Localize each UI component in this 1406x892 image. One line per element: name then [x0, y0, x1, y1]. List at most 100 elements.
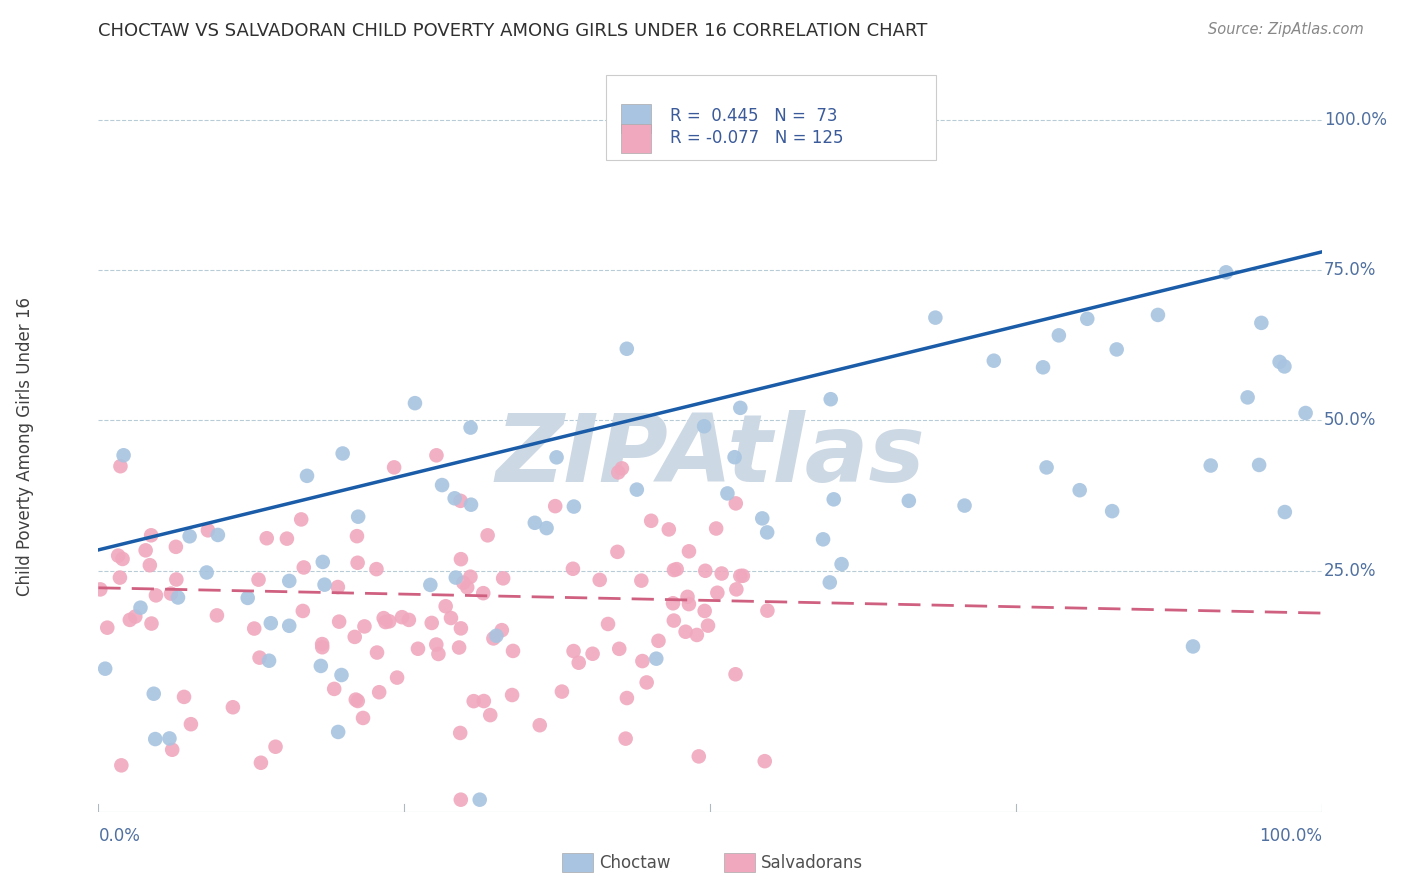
Point	[366, 646, 388, 660]
Point	[332, 446, 354, 460]
Point	[477, 528, 499, 542]
Point	[688, 749, 710, 764]
Point	[236, 591, 259, 605]
Text: R = -0.077   N = 125: R = -0.077 N = 125	[669, 129, 844, 147]
Text: Choctaw: Choctaw	[599, 854, 671, 871]
Point	[1274, 359, 1296, 374]
Point	[96, 621, 118, 635]
Point	[434, 599, 457, 614]
Point	[561, 562, 583, 576]
Point	[165, 540, 187, 554]
Point	[160, 586, 183, 600]
Point	[1101, 504, 1123, 518]
Point	[378, 615, 401, 629]
Point	[385, 671, 408, 685]
Point	[328, 725, 350, 739]
Text: CHOCTAW VS SALVADORAN CHILD POVERTY AMONG GIRLS UNDER 16 CORRELATION CHART: CHOCTAW VS SALVADORAN CHILD POVERTY AMON…	[98, 22, 928, 40]
Point	[658, 523, 681, 537]
Point	[260, 616, 283, 631]
Point	[311, 640, 333, 655]
Point	[492, 571, 515, 585]
Point	[614, 731, 637, 746]
Point	[444, 571, 467, 585]
Point	[404, 396, 426, 410]
Point	[460, 420, 482, 434]
Point	[346, 556, 368, 570]
Point	[278, 574, 301, 588]
Point	[831, 557, 853, 571]
Point	[589, 573, 612, 587]
Point	[309, 659, 332, 673]
Point	[139, 528, 162, 542]
Point	[312, 555, 335, 569]
Point	[751, 511, 773, 525]
Point	[450, 552, 472, 566]
Text: 0.0%: 0.0%	[98, 827, 141, 845]
Point	[1181, 640, 1204, 654]
Point	[1268, 355, 1291, 369]
Point	[450, 621, 472, 635]
Point	[1032, 360, 1054, 375]
Point	[328, 615, 350, 629]
Text: 75.0%: 75.0%	[1324, 261, 1376, 279]
Point	[347, 509, 370, 524]
Point	[472, 586, 495, 600]
Point	[756, 525, 779, 540]
Point	[529, 718, 551, 732]
Point	[278, 619, 301, 633]
Point	[143, 732, 166, 747]
Point	[250, 756, 273, 770]
Point	[693, 604, 716, 618]
Point	[292, 560, 315, 574]
Point	[693, 419, 716, 434]
FancyBboxPatch shape	[606, 75, 936, 161]
Text: 100.0%: 100.0%	[1324, 111, 1388, 128]
Point	[706, 586, 728, 600]
Point	[1047, 328, 1070, 343]
Point	[662, 563, 685, 577]
Point	[368, 685, 391, 699]
Point	[427, 647, 450, 661]
Point	[425, 448, 447, 462]
Point	[165, 573, 187, 587]
Text: R =  0.445   N =  73: R = 0.445 N = 73	[669, 107, 837, 125]
Point	[756, 604, 779, 618]
Point	[835, 108, 858, 122]
Point	[111, 552, 134, 566]
Point	[311, 637, 333, 651]
Point	[141, 616, 163, 631]
Point	[207, 528, 229, 542]
Point	[626, 483, 648, 497]
Text: ZIPAtlas: ZIPAtlas	[495, 410, 925, 502]
Point	[167, 591, 190, 605]
Point	[142, 687, 165, 701]
Point	[353, 619, 375, 633]
Point	[686, 628, 709, 642]
Point	[1035, 460, 1057, 475]
Point	[562, 644, 585, 658]
Point	[546, 450, 568, 465]
Point	[695, 564, 717, 578]
Point	[544, 499, 567, 513]
Point	[818, 575, 841, 590]
Point	[135, 543, 157, 558]
Point	[647, 633, 669, 648]
Point	[724, 667, 747, 681]
Point	[398, 613, 420, 627]
Point	[479, 708, 502, 723]
Point	[344, 692, 367, 706]
Point	[419, 578, 441, 592]
Point	[118, 613, 141, 627]
Point	[257, 654, 280, 668]
Point	[129, 600, 152, 615]
Point	[460, 570, 482, 584]
Point	[94, 662, 117, 676]
Point	[725, 582, 748, 597]
Point	[1199, 458, 1222, 473]
Bar	[620, 104, 651, 133]
Point	[485, 629, 508, 643]
Point	[195, 566, 218, 580]
Point	[346, 694, 368, 708]
Point	[1069, 483, 1091, 498]
Point	[179, 529, 201, 543]
